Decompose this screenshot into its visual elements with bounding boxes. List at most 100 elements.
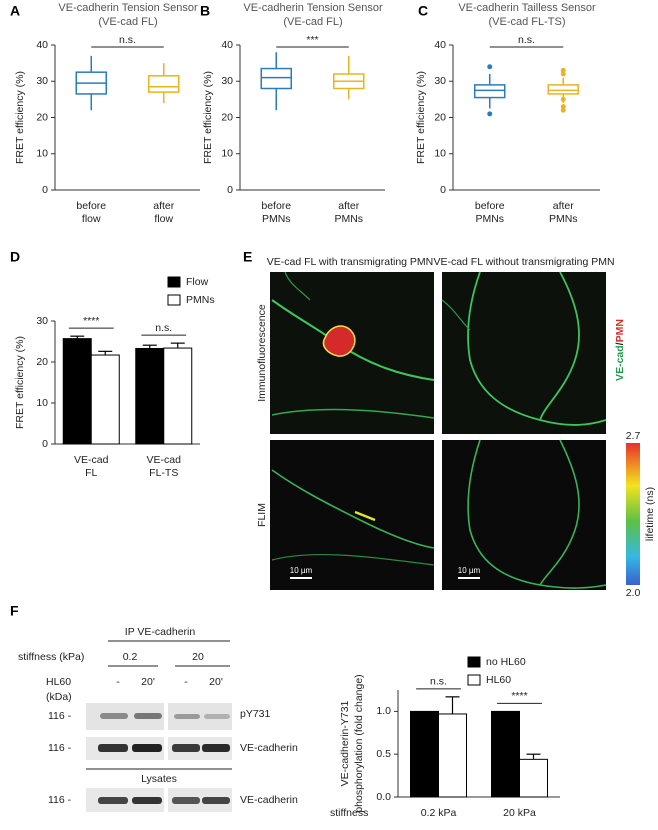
- x-tick-label: before: [76, 200, 106, 212]
- lane-label: 20': [141, 676, 155, 688]
- band: [98, 744, 128, 752]
- y-tick-label: 0.0: [376, 791, 391, 803]
- y-tick-label: 0: [227, 184, 233, 196]
- legend-swatch: [467, 656, 481, 668]
- y-tick-label: 30: [36, 315, 48, 327]
- x-tick-label: PMNs: [475, 213, 504, 225]
- box: [148, 75, 180, 93]
- colorbar-label: lifetime (ns): [644, 487, 656, 541]
- panel-label: B: [200, 3, 210, 19]
- junction: [354, 510, 376, 522]
- colorbar: [626, 443, 640, 585]
- bar: [90, 354, 120, 445]
- x-tick-label: PMNs: [262, 213, 291, 225]
- outlier: [560, 67, 566, 73]
- chart-subtitle: (VE-cad FL): [98, 16, 157, 28]
- channel-green: VE-cad: [614, 345, 626, 381]
- band: [172, 797, 200, 804]
- junction: [441, 299, 471, 331]
- blot-label: VE-cadherin: [240, 742, 298, 754]
- y-tick-label: 0: [42, 184, 48, 196]
- outlier: [487, 111, 493, 117]
- junction: [271, 469, 435, 549]
- significance-label: ****: [83, 315, 99, 327]
- micrograph: [270, 440, 434, 590]
- legend-swatch: [167, 294, 181, 306]
- y-tick-label: 30: [36, 75, 48, 87]
- x-tick-label: FL-TS: [149, 467, 178, 479]
- band: [100, 713, 128, 719]
- y-tick-label: 20: [221, 111, 233, 123]
- column-heading: VE-cad FL with transmigrating PMN: [267, 256, 434, 268]
- y-axis-label: FRET efficiency (%): [415, 71, 427, 164]
- splice-gap: [164, 703, 168, 760]
- mw-marker: 116 -: [48, 742, 72, 754]
- y-tick-label: 0.5: [376, 748, 391, 760]
- junction: [539, 271, 580, 421]
- y-tick-label: 30: [434, 75, 446, 87]
- band: [204, 714, 230, 719]
- channel-label: VE-cad/PMN: [614, 319, 626, 381]
- bar: [410, 710, 439, 798]
- x-tick-label: VE-cad: [74, 454, 109, 466]
- legend-swatch: [167, 276, 181, 288]
- lane-label: -: [184, 676, 188, 688]
- legend-label: no HL60: [486, 656, 526, 668]
- stiffness-value: 0.2: [123, 651, 138, 663]
- outlier: [560, 104, 566, 110]
- legend-label: Flow: [186, 276, 209, 288]
- lane-label: 20': [209, 676, 223, 688]
- chart-title: VE-cadherin Tailless Sensor: [458, 2, 596, 14]
- junction: [271, 553, 435, 566]
- micrograph: [442, 272, 606, 434]
- lysates-label: Lysates: [141, 773, 177, 785]
- scale-label: 10 µm: [290, 566, 313, 575]
- mw-marker: 116 -: [48, 710, 72, 722]
- y-axis-label: phosphorylation (fold change): [353, 674, 365, 812]
- significance-label: ****: [511, 690, 527, 702]
- mw-marker: 116 -: [48, 794, 72, 806]
- lane-label: -: [116, 676, 120, 688]
- band: [174, 714, 200, 719]
- y-tick-label: 40: [221, 39, 233, 51]
- x-tick-label: 20 kPa: [503, 807, 536, 819]
- row-label: Immunofluorescence: [256, 304, 268, 402]
- x-tick-label: PMNs: [334, 213, 363, 225]
- stiffness-value: 20: [192, 651, 204, 663]
- chart-title: VE-cadherin Tension Sensor: [243, 2, 383, 14]
- significance-label: n.s.: [119, 34, 136, 46]
- splice-gap: [164, 788, 168, 812]
- y-tick-label: 1.0: [376, 705, 391, 717]
- junction: [284, 271, 311, 301]
- y-tick-label: 40: [434, 39, 446, 51]
- colorbar-min: 2.0: [626, 587, 641, 599]
- y-tick-label: 20: [36, 356, 48, 368]
- y-tick-label: 10: [434, 148, 446, 160]
- mw-unit: (kDa): [46, 691, 72, 703]
- colorbar-max: 2.7: [626, 430, 641, 442]
- bar: [519, 758, 548, 798]
- x-tick-label: before: [261, 200, 291, 212]
- junction: [467, 271, 607, 426]
- y-tick-label: 0: [42, 438, 48, 450]
- y-axis-label: FRET efficiency (%): [14, 71, 26, 164]
- x-tick-label: after: [338, 200, 360, 212]
- blot-label: pY731: [240, 708, 271, 720]
- y-tick-label: 10: [36, 397, 48, 409]
- outlier: [560, 107, 566, 113]
- bar: [491, 710, 520, 798]
- row-label: FLIM: [256, 503, 268, 527]
- band: [132, 744, 162, 752]
- treatment-label: HL60: [46, 676, 71, 688]
- band: [98, 797, 128, 804]
- x-axis-label: stiffness: [330, 807, 368, 819]
- y-tick-label: 30: [221, 75, 233, 87]
- significance-label: ***: [306, 34, 318, 46]
- stiffness-label: stiffness (kPa): [18, 651, 84, 663]
- y-tick-label: 10: [36, 148, 48, 160]
- column-heading: VE-cad FL without transmigrating PMN: [433, 256, 614, 268]
- y-tick-label: 10: [221, 148, 233, 160]
- panel-label: D: [10, 249, 20, 265]
